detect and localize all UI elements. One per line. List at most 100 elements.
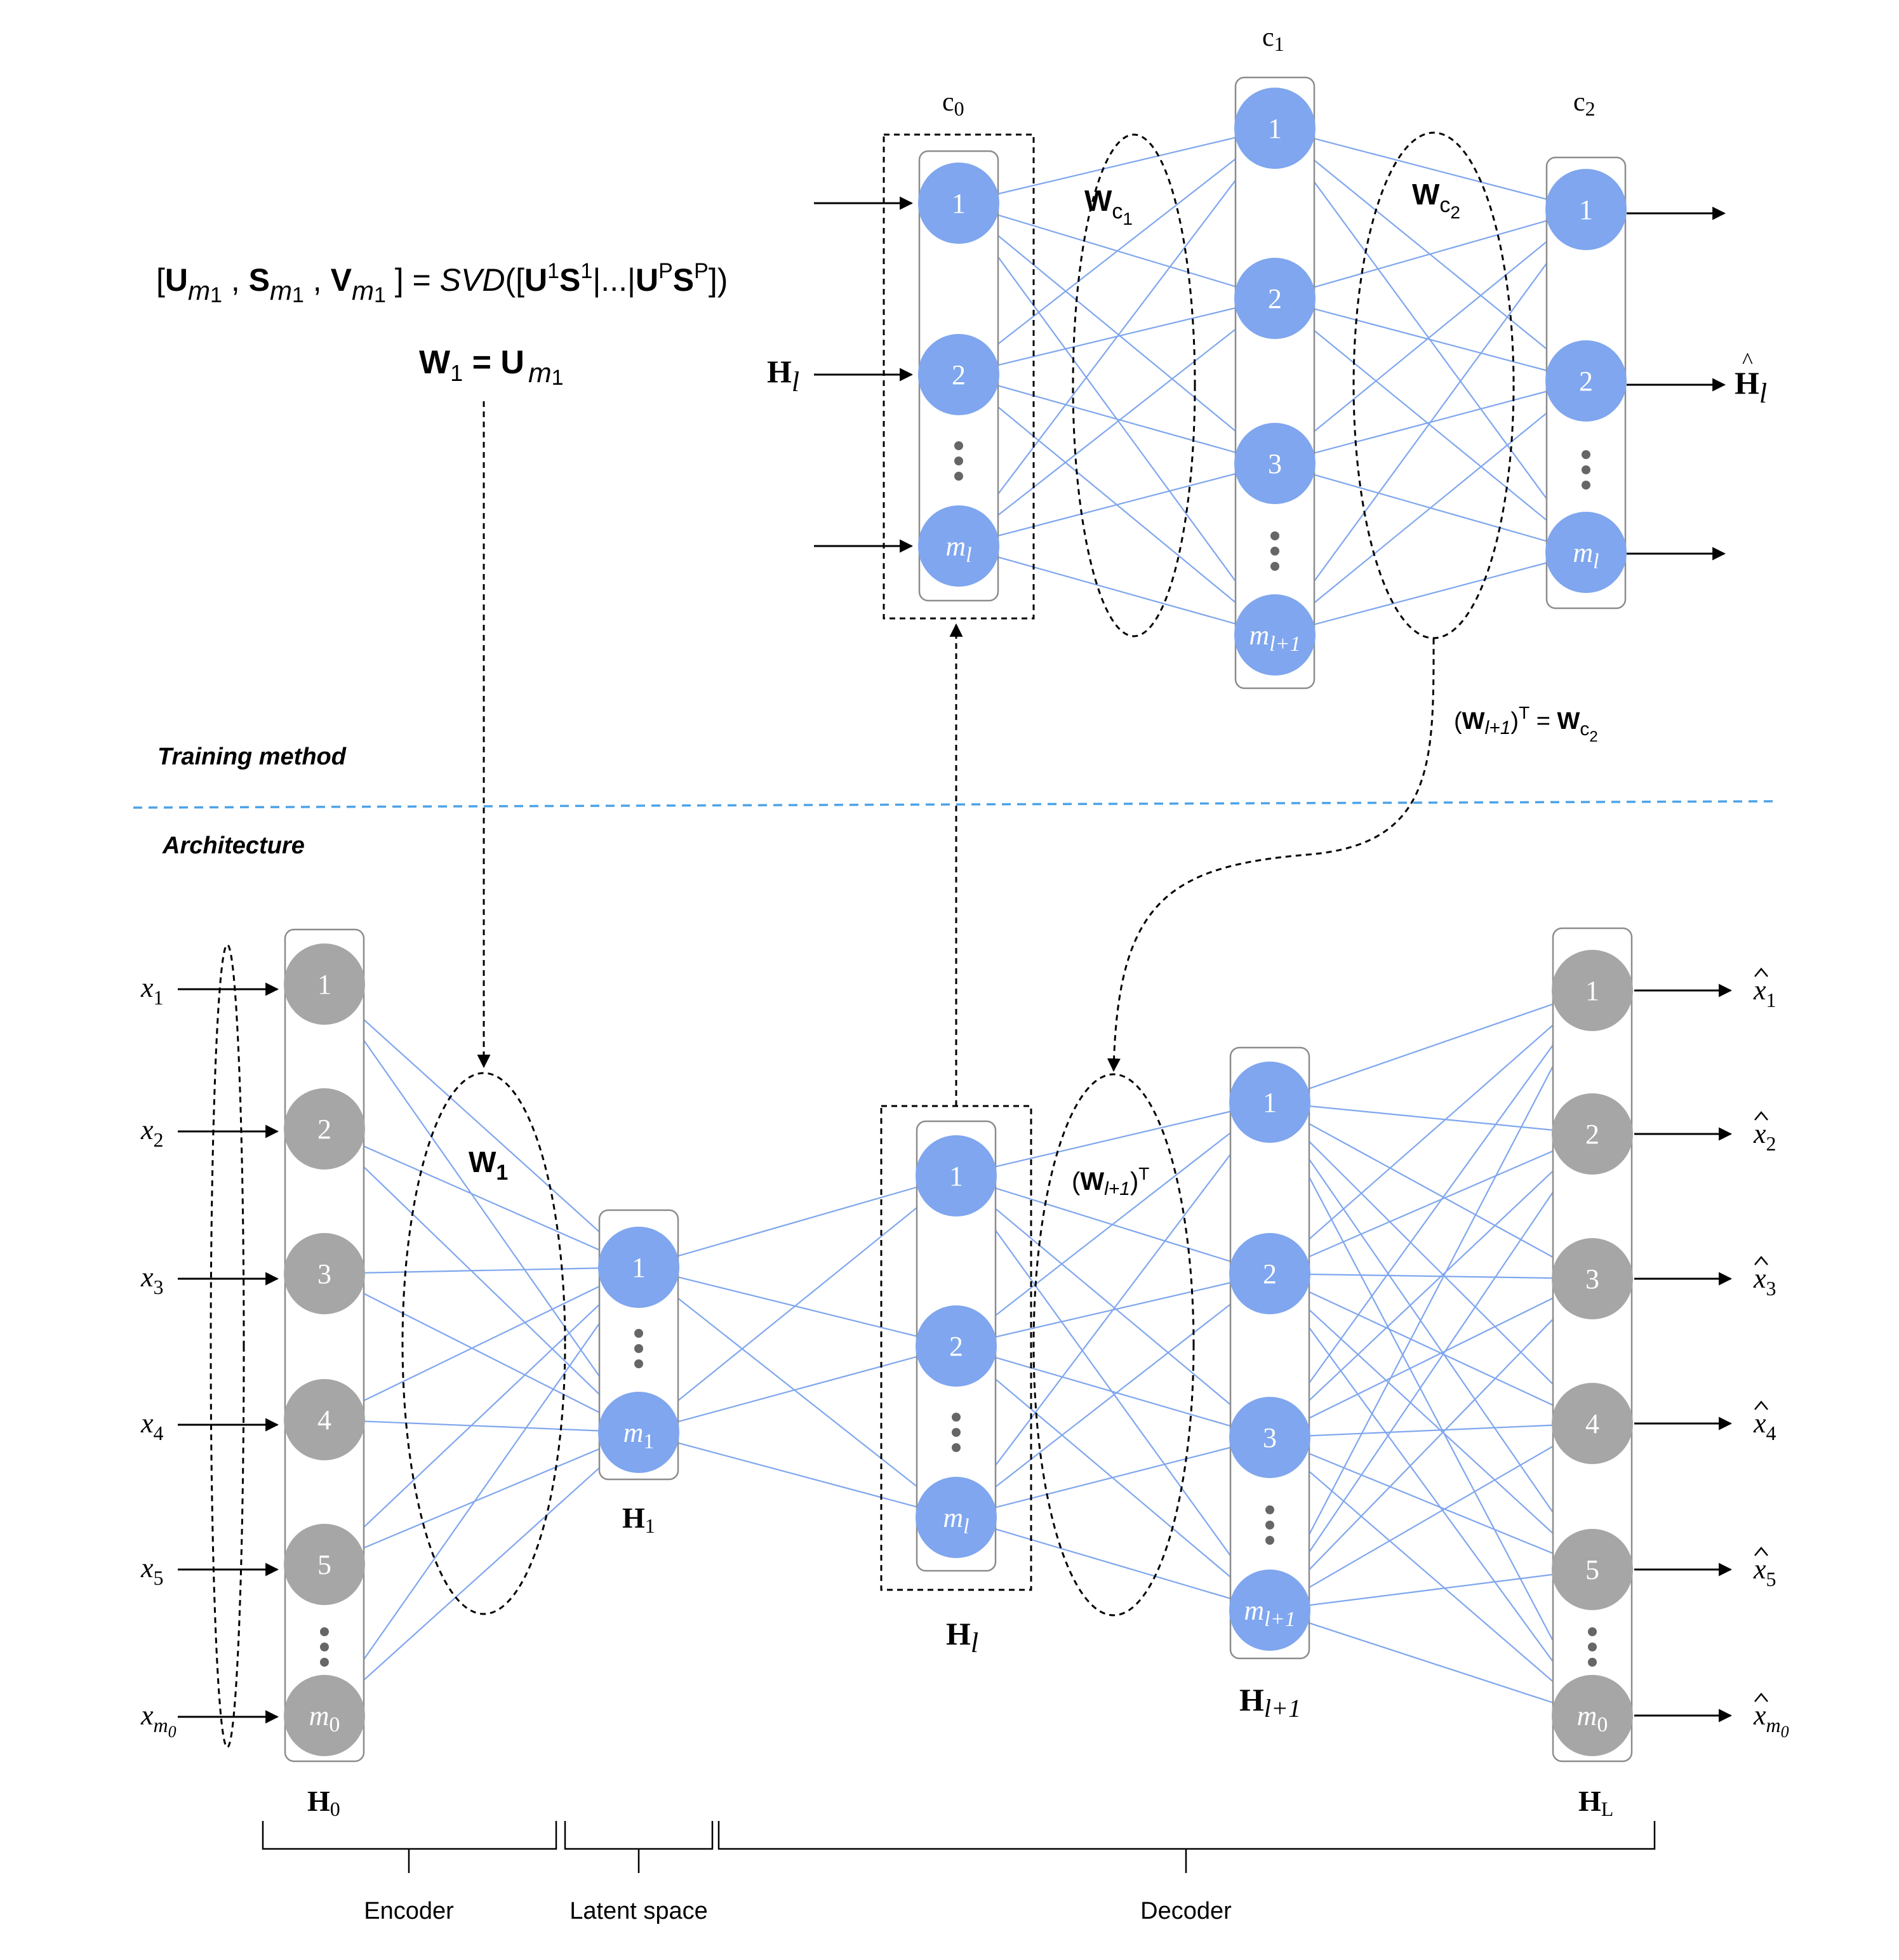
top-output-hat: ^ bbox=[1742, 348, 1753, 373]
hL-ellipsis bbox=[1588, 1627, 1597, 1667]
decoder-edge-l bbox=[956, 1273, 1270, 1518]
h0-node-m0-circle bbox=[284, 1675, 365, 1756]
encoder-brace bbox=[262, 1821, 557, 1873]
encoder-edge bbox=[324, 1267, 639, 1565]
top-c0-ellipsis bbox=[954, 441, 963, 481]
output-label-6: xm0 bbox=[1753, 1700, 1789, 1741]
hl1-node-3-circle bbox=[1229, 1397, 1310, 1478]
decoder-edge-l bbox=[956, 1345, 1270, 1439]
decoder-label: Decoder bbox=[1140, 1898, 1232, 1924]
hl-node-2-label: 2 bbox=[949, 1331, 963, 1362]
hL-label: HL bbox=[1578, 1785, 1613, 1820]
hL-node-2-label: 2 bbox=[1585, 1119, 1599, 1150]
top-c2-node-ml-circle bbox=[1545, 512, 1627, 593]
hl1-node-1: 1 bbox=[1229, 1062, 1310, 1143]
input-label-2: x2 bbox=[140, 1114, 164, 1151]
top-edge-w2 bbox=[1274, 209, 1587, 464]
hl1-node-1-circle bbox=[1229, 1062, 1310, 1143]
decoder-edge-out bbox=[1269, 1278, 1593, 1611]
decoder-edge-out bbox=[1269, 1422, 1593, 1439]
output-label-3: x3 bbox=[1753, 1263, 1776, 1300]
decoder-edge-out bbox=[1269, 1436, 1593, 1571]
encoder-label: Encoder bbox=[364, 1898, 454, 1924]
top-c1-node-1-circle bbox=[1234, 88, 1316, 169]
decoder-edge-out bbox=[1269, 1273, 1593, 1570]
decoder-edge-out bbox=[1269, 1437, 1593, 1716]
top-c1-column bbox=[1234, 76, 1316, 690]
top-edge-w2 bbox=[1274, 208, 1587, 300]
top-edge-w1 bbox=[958, 128, 1276, 375]
latent-edge bbox=[638, 1175, 957, 1269]
top-c0-node-ml-label: ml bbox=[945, 531, 971, 567]
latent-brace bbox=[564, 1821, 714, 1873]
c2-label: c2 bbox=[1573, 88, 1596, 120]
hl-node-ml: ml bbox=[916, 1477, 997, 1558]
h0-node-1: 1 bbox=[284, 943, 365, 1025]
hl1-node-2-label: 2 bbox=[1263, 1258, 1277, 1290]
h0-node-2: 2 bbox=[284, 1088, 365, 1170]
h1-node-1-circle bbox=[598, 1227, 679, 1308]
hL-node-4: 4 bbox=[1552, 1383, 1633, 1464]
hL-node-m0-circle bbox=[1552, 1675, 1633, 1756]
hl-node-1-circle bbox=[916, 1135, 997, 1217]
hl1-node-ml1-circle bbox=[1229, 1570, 1310, 1651]
decoder-edge-out bbox=[1269, 990, 1593, 1438]
decoder-edge-l bbox=[956, 1102, 1270, 1518]
top-c1-node-ml1-label: ml+1 bbox=[1249, 620, 1300, 656]
input-label-4: x4 bbox=[140, 1408, 164, 1444]
output-hat-icon bbox=[1754, 968, 1768, 977]
hL-node-5-label: 5 bbox=[1585, 1554, 1599, 1585]
hL-node-m0-label: m0 bbox=[1577, 1700, 1608, 1737]
h0-node-1-label: 1 bbox=[317, 969, 331, 1000]
input-label-3: x3 bbox=[140, 1262, 164, 1298]
hL-node-5: 5 bbox=[1552, 1529, 1633, 1610]
top-edge-w2 bbox=[1274, 209, 1587, 636]
latent-edge bbox=[638, 1345, 957, 1434]
tie-weight-curve bbox=[1107, 638, 1435, 1072]
top-edge-w2 bbox=[1274, 297, 1587, 382]
h0-node-2-circle bbox=[284, 1088, 365, 1170]
hl-node-ml-label: ml bbox=[943, 1502, 969, 1538]
top-edge-w1 bbox=[958, 128, 1276, 547]
top-c1-node-1-label: 1 bbox=[1268, 113, 1282, 144]
decoder-edge-out bbox=[1269, 990, 1593, 1611]
top-edge-w1 bbox=[958, 203, 1276, 464]
decoder-brace bbox=[717, 1821, 1656, 1873]
hL-column bbox=[1552, 927, 1633, 1763]
output-hat-icon bbox=[1754, 1401, 1768, 1410]
hl-label: Hl bbox=[946, 1616, 978, 1658]
nodes: 1 2 ml 1 2 3 ml+1 1 2 ml 1 2 3 4 5 m0 1 m1 1 2 ml 1 2 3 ml+1 1 2 3 4… bbox=[284, 88, 1633, 1756]
wc1-label: Wc1 bbox=[1084, 184, 1133, 229]
encoder-edge bbox=[324, 1418, 639, 1434]
top-c0-node-2: 2 bbox=[918, 334, 999, 415]
top-c1-node-ml1-circle bbox=[1234, 594, 1316, 676]
output-hat-icon bbox=[1754, 1111, 1768, 1121]
svd-equation: [Um1 , Sm1 , Vm1 ] = SVD([U1S1|...|UPSP]… bbox=[156, 259, 728, 307]
hl1-node-ml1-label: ml+1 bbox=[1244, 1595, 1295, 1631]
decoder-edge-out bbox=[1269, 990, 1593, 1274]
top-c2-node-2: 2 bbox=[1545, 340, 1627, 422]
top-c2-node-1: 1 bbox=[1545, 169, 1627, 250]
top-edge-w2 bbox=[1274, 380, 1587, 636]
top-edge-w1 bbox=[958, 373, 1276, 465]
h1-node-1: 1 bbox=[598, 1227, 679, 1308]
hl-node-2: 2 bbox=[916, 1305, 997, 1387]
encoder-edge bbox=[324, 983, 639, 1433]
h0-node-3-circle bbox=[284, 1233, 365, 1314]
h1-node-m1-circle bbox=[598, 1392, 679, 1473]
hL-node-3-circle bbox=[1552, 1238, 1633, 1319]
decoder-edge-l bbox=[956, 1436, 1270, 1519]
decoder-edge-l bbox=[956, 1102, 1270, 1347]
hl1-node-3: 3 bbox=[1229, 1397, 1310, 1478]
encoder-edge bbox=[324, 1267, 639, 1420]
latent-edge bbox=[638, 1266, 957, 1347]
h0-node-1-circle bbox=[284, 943, 365, 1025]
output-label-5: x5 bbox=[1753, 1554, 1776, 1590]
encoder-edge bbox=[324, 983, 639, 1268]
h0-node-3: 3 bbox=[284, 1233, 365, 1314]
h0-node-4: 4 bbox=[284, 1379, 365, 1460]
top-edge-w2 bbox=[1274, 551, 1587, 636]
top-c1-node-ml1: ml+1 bbox=[1234, 594, 1316, 676]
encoder-edge bbox=[324, 1266, 639, 1275]
